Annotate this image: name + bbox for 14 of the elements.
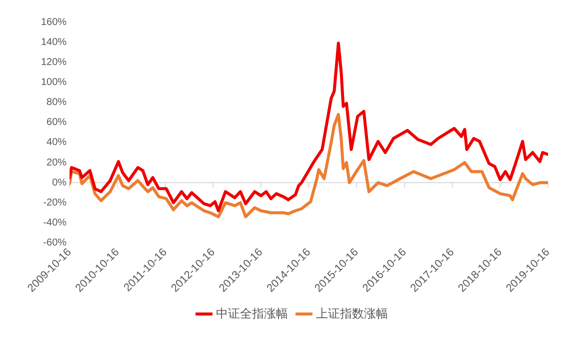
y-tick-label: 100% [41, 76, 67, 88]
y-tick-label: 120% [41, 56, 67, 68]
y-tick-label: 40% [46, 137, 67, 148]
y-tick-label: 20% [46, 157, 67, 168]
y-tick-label: 160% [41, 16, 67, 28]
y-tick-label: 0% [52, 177, 67, 188]
y-tick-label: 60% [46, 117, 67, 128]
y-tick-label: -40% [43, 218, 67, 229]
legend-label: 上证指数涨幅 [316, 306, 388, 320]
y-tick-label: 80% [46, 97, 67, 108]
y-tick-label: -20% [43, 197, 67, 208]
y-tick-label: -60% [43, 238, 67, 249]
legend-label: 中证全指涨幅 [216, 306, 288, 320]
y-tick-label: 140% [41, 36, 67, 48]
